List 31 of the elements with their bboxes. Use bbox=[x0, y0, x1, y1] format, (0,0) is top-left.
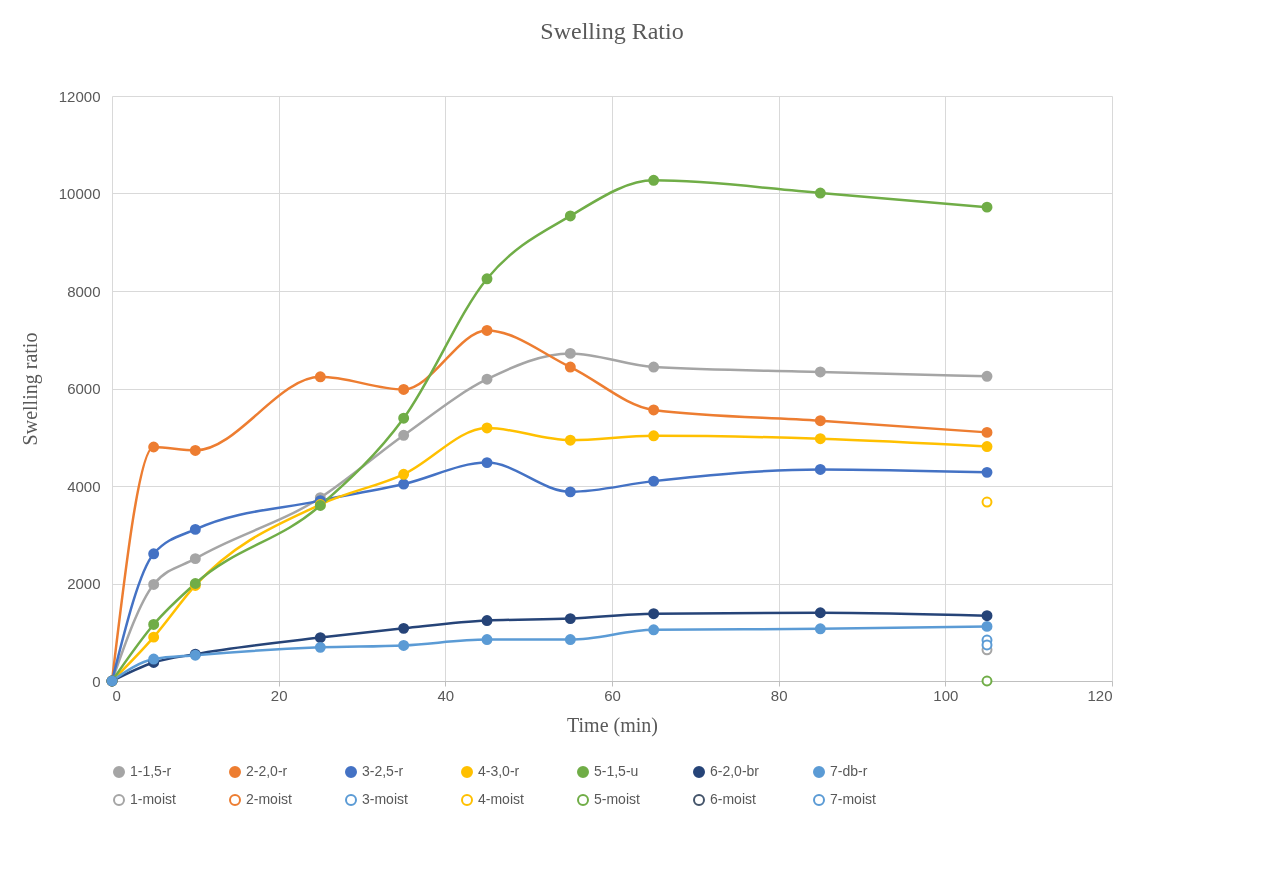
legend-label: 4-3,0-r bbox=[478, 763, 520, 779]
y-tick-label: 8000 bbox=[67, 282, 101, 300]
legend-label: 7-moist bbox=[830, 791, 877, 807]
y-tick-label: 2000 bbox=[67, 575, 101, 592]
legend-label: 1-1,5-r bbox=[130, 763, 172, 779]
x-tick-label: 20 bbox=[270, 686, 288, 704]
legend-label: 5-moist bbox=[594, 791, 641, 807]
y-tick-label: 6000 bbox=[67, 380, 101, 397]
legend-label: 1-moist bbox=[130, 791, 177, 807]
chart-title: Swelling Ratio bbox=[540, 18, 684, 44]
legend-label: 2-moist bbox=[246, 791, 293, 807]
x-tick-label: 100 bbox=[933, 686, 959, 704]
legend-label: 6-2,0-br bbox=[710, 763, 760, 779]
legend-label: 7-db-r bbox=[830, 763, 868, 779]
x-tick-label: 40 bbox=[437, 686, 455, 704]
x-tick-label: 0 bbox=[112, 686, 121, 704]
y-axis-title: Swelling ratio bbox=[18, 332, 42, 446]
legend-label: 4-moist bbox=[478, 791, 525, 807]
y-tick-label: 4000 bbox=[67, 477, 101, 495]
y-tick-label: 10000 bbox=[58, 185, 101, 202]
y-tick-label: 12000 bbox=[58, 87, 101, 105]
x-axis-title: Time (min) bbox=[567, 713, 658, 737]
legend-label: 3-moist bbox=[362, 791, 409, 807]
x-tick-label: 80 bbox=[770, 686, 788, 704]
legend-label: 5-1,5-u bbox=[594, 763, 639, 779]
y-tick-label: 0 bbox=[92, 672, 101, 690]
legend-label: 3-2,5-r bbox=[362, 763, 404, 779]
legend-label: 2-2,0-r bbox=[246, 763, 288, 779]
x-tick-label: 60 bbox=[604, 686, 621, 704]
legend-label: 6-moist bbox=[710, 791, 757, 807]
x-tick-label: 120 bbox=[1087, 686, 1113, 704]
